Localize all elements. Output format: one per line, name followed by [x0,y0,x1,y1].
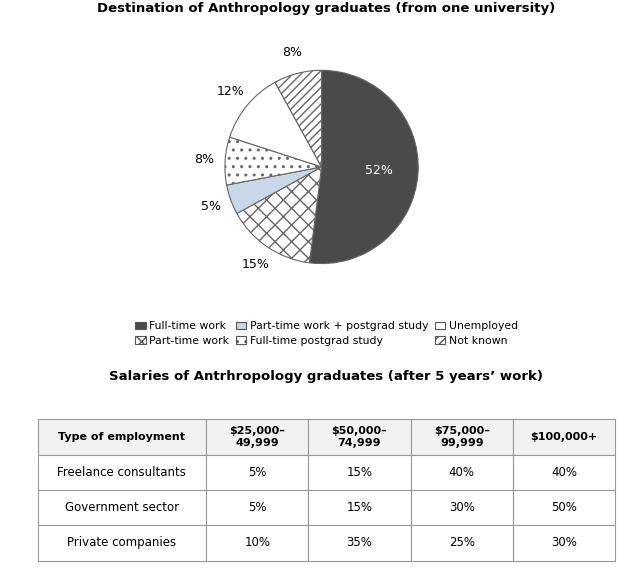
Text: 5%: 5% [201,200,221,213]
Text: 8%: 8% [194,153,214,166]
Text: 15%: 15% [241,258,269,271]
Wedge shape [310,70,418,264]
Text: 8%: 8% [282,46,302,59]
Wedge shape [237,167,321,263]
Legend: Full-time work, Part-time work, Part-time work + postgrad study, Full-time postg: Full-time work, Part-time work, Part-tim… [135,321,518,345]
Text: 12%: 12% [217,85,244,98]
Text: Salaries of Antrhropology graduates (after 5 years’ work): Salaries of Antrhropology graduates (aft… [109,371,543,383]
Wedge shape [225,137,321,185]
Title: Destination of Anthropology graduates (from one university): Destination of Anthropology graduates (f… [97,2,556,15]
Wedge shape [230,82,321,167]
Text: 52%: 52% [365,164,394,177]
Wedge shape [275,70,321,167]
Wedge shape [227,167,321,213]
